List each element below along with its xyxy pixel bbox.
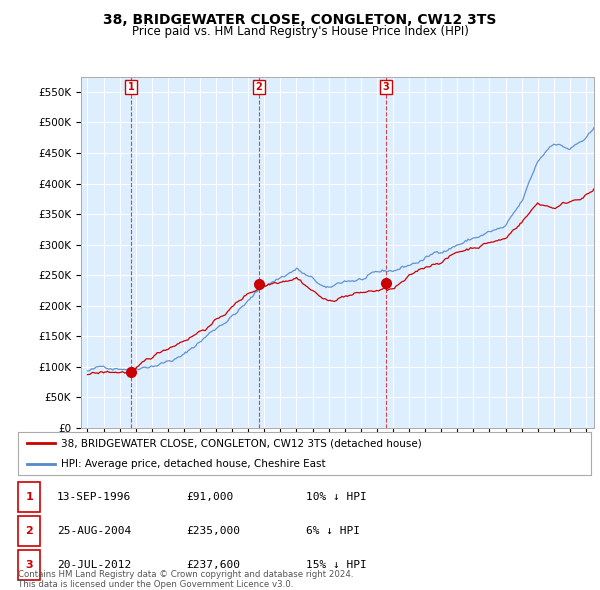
Text: £237,600: £237,600: [186, 560, 240, 570]
Text: 15% ↓ HPI: 15% ↓ HPI: [306, 560, 367, 570]
Text: 10% ↓ HPI: 10% ↓ HPI: [306, 492, 367, 502]
Text: 6% ↓ HPI: 6% ↓ HPI: [306, 526, 360, 536]
Text: £91,000: £91,000: [186, 492, 233, 502]
Text: 38, BRIDGEWATER CLOSE, CONGLETON, CW12 3TS: 38, BRIDGEWATER CLOSE, CONGLETON, CW12 3…: [103, 13, 497, 27]
Text: 20-JUL-2012: 20-JUL-2012: [57, 560, 131, 570]
Text: 1: 1: [25, 492, 33, 502]
Point: [23, 460, 30, 467]
Text: 3: 3: [382, 82, 389, 92]
Text: 25-AUG-2004: 25-AUG-2004: [57, 526, 131, 536]
Text: 2: 2: [25, 526, 33, 536]
Text: 13-SEP-1996: 13-SEP-1996: [57, 492, 131, 502]
Text: Price paid vs. HM Land Registry's House Price Index (HPI): Price paid vs. HM Land Registry's House …: [131, 25, 469, 38]
Text: 38, BRIDGEWATER CLOSE, CONGLETON, CW12 3TS (detached house): 38, BRIDGEWATER CLOSE, CONGLETON, CW12 3…: [61, 438, 422, 448]
Text: £235,000: £235,000: [186, 526, 240, 536]
Point: [52, 440, 59, 447]
Text: 2: 2: [256, 82, 262, 92]
Point: [23, 440, 30, 447]
Text: HPI: Average price, detached house, Cheshire East: HPI: Average price, detached house, Ches…: [61, 459, 326, 468]
Text: 1: 1: [128, 82, 134, 92]
Text: Contains HM Land Registry data © Crown copyright and database right 2024.
This d: Contains HM Land Registry data © Crown c…: [18, 570, 353, 589]
Point: [52, 460, 59, 467]
Text: 3: 3: [25, 560, 33, 570]
